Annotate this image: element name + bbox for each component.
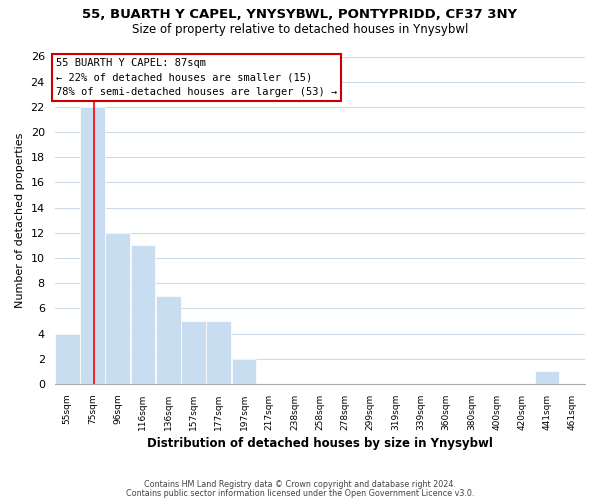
Bar [131,246,155,384]
Bar [55,334,80,384]
Text: Contains public sector information licensed under the Open Government Licence v3: Contains public sector information licen… [126,488,474,498]
X-axis label: Distribution of detached houses by size in Ynysybwl: Distribution of detached houses by size … [147,437,493,450]
Bar [106,233,130,384]
Bar [232,359,256,384]
Bar [206,321,231,384]
Bar [535,372,559,384]
Bar [80,107,105,384]
Text: 55 BUARTH Y CAPEL: 87sqm
← 22% of detached houses are smaller (15)
78% of semi-d: 55 BUARTH Y CAPEL: 87sqm ← 22% of detach… [56,58,337,96]
Text: 55, BUARTH Y CAPEL, YNYSYBWL, PONTYPRIDD, CF37 3NY: 55, BUARTH Y CAPEL, YNYSYBWL, PONTYPRIDD… [82,8,518,20]
Text: Contains HM Land Registry data © Crown copyright and database right 2024.: Contains HM Land Registry data © Crown c… [144,480,456,489]
Text: Size of property relative to detached houses in Ynysybwl: Size of property relative to detached ho… [132,22,468,36]
Y-axis label: Number of detached properties: Number of detached properties [15,132,25,308]
Bar [181,321,206,384]
Bar [156,296,181,384]
